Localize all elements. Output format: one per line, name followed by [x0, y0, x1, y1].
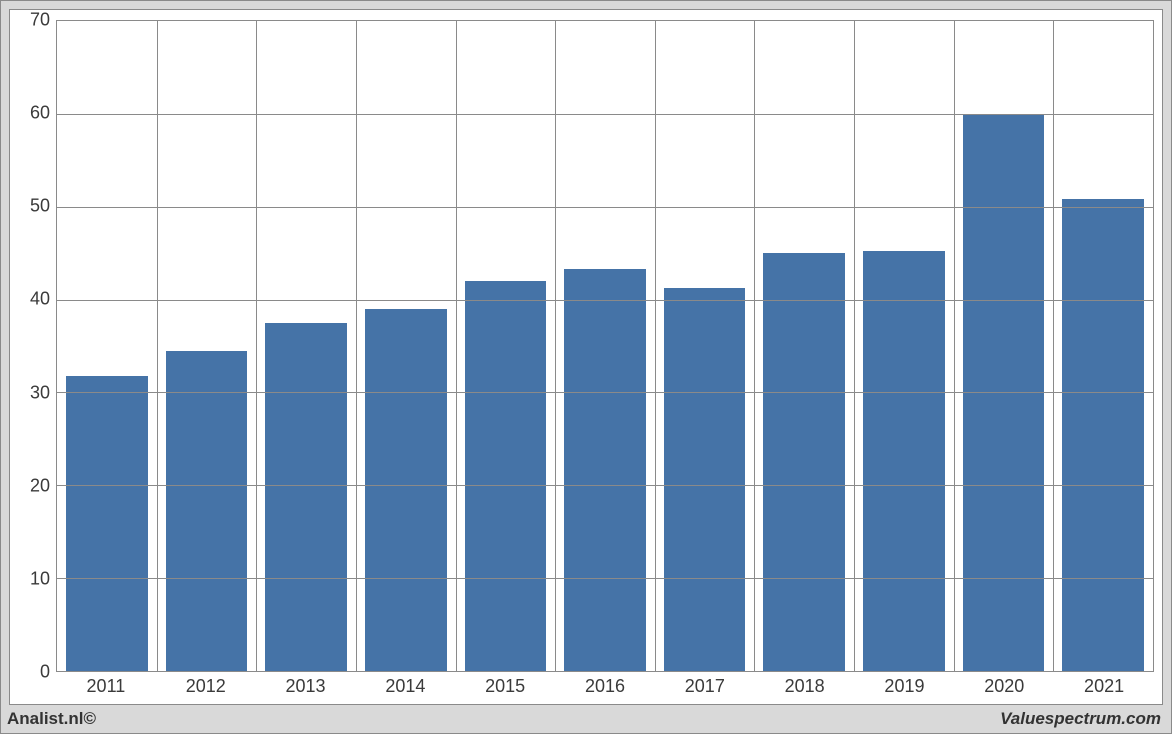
y-axis: 010203040506070	[10, 10, 56, 672]
bar	[564, 269, 646, 671]
bar	[1062, 199, 1144, 671]
y-tick-label: 10	[30, 568, 50, 589]
bar	[166, 351, 248, 671]
x-tick-label: 2018	[785, 676, 825, 697]
gridline-vertical	[157, 21, 158, 671]
x-tick-label: 2015	[485, 676, 525, 697]
y-tick-label: 70	[30, 10, 50, 31]
y-tick-label: 60	[30, 103, 50, 124]
x-axis: 2011 2012 2013 2014 2015 2016 2017 2018 2019 2020…	[10, 672, 1162, 704]
gridline-horizontal	[57, 300, 1153, 301]
gridline-vertical	[256, 21, 257, 671]
x-tick-label: 2020	[984, 676, 1024, 697]
chart-inner-frame: 0 10 20 30 40 50 60 70 2011 2012 2013 2014 2015 2016…	[9, 9, 1163, 705]
chart-body: 010203040506070	[10, 10, 1162, 672]
x-tick-label: 2012	[186, 676, 226, 697]
gridline-vertical	[356, 21, 357, 671]
gridline-horizontal	[57, 485, 1153, 486]
bar	[763, 253, 845, 671]
x-tick-label: 2021	[1084, 676, 1124, 697]
bar	[863, 251, 945, 671]
attribution-right: Valuespectrum.com	[1000, 709, 1161, 729]
gridline-horizontal	[57, 578, 1153, 579]
bar	[265, 323, 347, 671]
bar	[66, 376, 148, 671]
y-tick-label: 0	[40, 662, 50, 683]
y-tick-label: 30	[30, 382, 50, 403]
plot-wrap	[56, 10, 1162, 672]
bar	[465, 281, 547, 671]
gridline-vertical	[655, 21, 656, 671]
x-tick-label: 2017	[685, 676, 725, 697]
gridline-horizontal	[57, 114, 1153, 115]
x-tick-label: 2019	[884, 676, 924, 697]
gridline-vertical	[754, 21, 755, 671]
x-tick-label: 2013	[286, 676, 326, 697]
y-tick-label: 20	[30, 475, 50, 496]
gridline-horizontal	[57, 207, 1153, 208]
x-tick-label: 2011	[87, 676, 126, 697]
bars-layer	[57, 21, 1153, 671]
gridline-vertical	[555, 21, 556, 671]
gridline-horizontal	[57, 392, 1153, 393]
gridline-vertical	[954, 21, 955, 671]
x-tick-label: 2016	[585, 676, 625, 697]
gridline-vertical	[1053, 21, 1054, 671]
gridline-vertical	[456, 21, 457, 671]
attribution-left: Analist.nl©	[7, 709, 96, 729]
chart-outer-frame: 0 10 20 30 40 50 60 70 2011 2012 2013 2014 2015 2016…	[0, 0, 1172, 734]
y-tick-label: 50	[30, 196, 50, 217]
gridline-vertical	[854, 21, 855, 671]
bar	[365, 309, 447, 671]
x-tick-label: 2014	[385, 676, 425, 697]
x-axis-labels: 2011 2012 2013 2014 2015 2016 2017 2018 2019 2020…	[56, 672, 1154, 704]
y-tick-label: 40	[30, 289, 50, 310]
plot-area	[56, 20, 1154, 672]
bar	[664, 288, 746, 672]
